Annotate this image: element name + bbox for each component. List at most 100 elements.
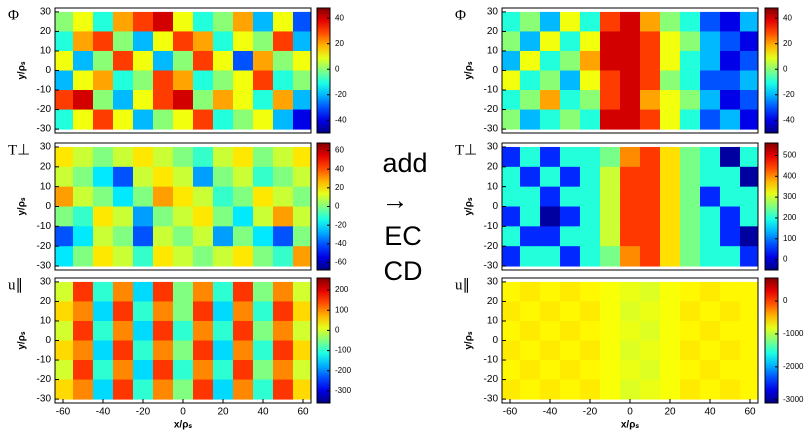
heat-cell <box>55 379 74 400</box>
heat-cell <box>93 186 114 207</box>
heat-cell <box>293 379 311 400</box>
heat-cell <box>113 281 134 302</box>
heat-cell <box>293 166 311 188</box>
heat-cell <box>213 11 234 32</box>
heat-cell <box>113 226 134 247</box>
heat-cell <box>133 281 154 302</box>
heat-cell <box>273 246 294 267</box>
heat-cell <box>520 90 541 111</box>
heat-cell <box>93 379 114 400</box>
y-axis-label: y/ρₛ <box>17 331 28 350</box>
heat-cell <box>153 70 174 91</box>
heat-cell <box>600 146 621 168</box>
heat-cell <box>520 109 541 130</box>
heat-cell <box>213 90 234 111</box>
heat-cell <box>173 301 194 322</box>
heat-cell <box>700 70 721 91</box>
heat-cell <box>700 206 721 227</box>
heat-cell <box>720 301 741 322</box>
heat-cell <box>293 186 311 207</box>
heat-cell <box>720 11 741 32</box>
heat-cell <box>213 320 234 341</box>
heat-cell <box>293 146 311 168</box>
heat-cell <box>233 50 254 71</box>
heat-cell <box>293 340 311 361</box>
heat-cell <box>273 379 294 400</box>
heat-cell <box>173 70 194 91</box>
heat-cell <box>620 320 641 341</box>
y-tick-label: 10 <box>487 316 499 327</box>
heat-cell <box>193 226 214 247</box>
heat-cell <box>520 166 541 188</box>
heat-cell <box>273 186 294 207</box>
y-tick-label: 30 <box>40 277 52 288</box>
heat-cell <box>520 320 541 341</box>
heatmap <box>55 281 311 400</box>
heat-cell <box>93 109 114 130</box>
colorbar <box>764 7 779 134</box>
x-tick-label: -60 <box>56 407 71 418</box>
heat-cell <box>540 90 561 111</box>
heat-cell <box>293 90 311 111</box>
colorbar-tick-label: 20 <box>335 39 344 48</box>
heat-cell <box>680 186 701 207</box>
heat-cell <box>213 360 234 381</box>
heat-cell <box>55 226 74 247</box>
heat-cell <box>560 301 581 322</box>
annotation: EC <box>384 221 422 251</box>
colorbar-tick-label: 40 <box>783 13 792 22</box>
y-tick-label: 30 <box>40 7 52 18</box>
heat-cell <box>560 320 581 341</box>
heat-cell <box>620 146 641 168</box>
heat-cell <box>133 206 154 227</box>
heat-cell <box>55 90 74 111</box>
heat-cell <box>293 109 311 130</box>
heat-cell <box>273 281 294 302</box>
heat-cell <box>73 340 94 361</box>
heat-cell <box>520 146 541 168</box>
heat-cell <box>113 146 134 168</box>
heat-cell <box>540 246 561 267</box>
heat-cell <box>502 226 521 247</box>
heat-cell <box>502 320 521 341</box>
heat-cell <box>153 50 174 71</box>
heat-cell <box>640 109 661 130</box>
heat-cell <box>660 90 681 111</box>
heat-cell <box>73 70 94 91</box>
heat-cell <box>273 320 294 341</box>
colorbar-tick-label: 500 <box>783 151 797 160</box>
heat-cell <box>720 186 741 207</box>
heat-cell <box>560 186 581 207</box>
heat-cell <box>233 206 254 227</box>
heat-cell <box>520 360 541 381</box>
heat-cell <box>153 340 174 361</box>
heat-cell <box>253 166 274 188</box>
heat-cell <box>193 109 214 130</box>
heat-cell <box>293 320 311 341</box>
colorbar-tick-label: -300 <box>335 386 352 395</box>
y-tick-label: -10 <box>484 355 499 366</box>
heat-cell <box>55 166 74 188</box>
heat-cell <box>720 50 741 71</box>
heat-cell <box>660 70 681 91</box>
heat-cell <box>293 70 311 91</box>
y-tick-label: 30 <box>487 142 499 153</box>
heat-cell <box>153 320 174 341</box>
heat-cell <box>233 109 254 130</box>
heat-cell <box>113 246 134 267</box>
heat-cell <box>153 246 174 267</box>
heat-cell <box>560 166 581 188</box>
heat-cell <box>193 340 214 361</box>
heat-cell <box>93 11 114 32</box>
heat-cell <box>520 246 541 267</box>
heat-cell <box>233 186 254 207</box>
colorbar <box>316 7 331 134</box>
heat-cell <box>580 281 601 302</box>
y-tick-label: 30 <box>40 142 52 153</box>
heat-cell <box>560 360 581 381</box>
heat-cell <box>113 109 134 130</box>
heat-cell <box>640 90 661 111</box>
heat-cell <box>73 31 94 52</box>
heat-cell <box>580 146 601 168</box>
heat-cell <box>193 360 214 381</box>
